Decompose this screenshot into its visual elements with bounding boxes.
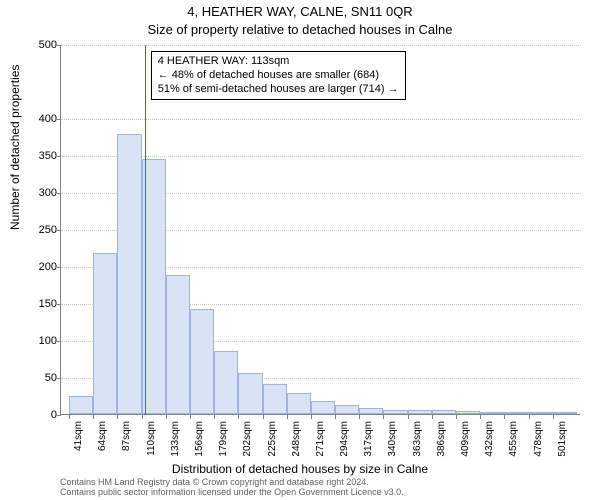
histogram-bar [529, 412, 553, 414]
xtick-mark [263, 415, 264, 419]
histogram-bar [214, 351, 238, 414]
page-title-line1: 4, HEATHER WAY, CALNE, SN11 0QR [0, 4, 600, 19]
gridline [61, 119, 581, 120]
page-title-line2: Size of property relative to detached ho… [0, 22, 600, 37]
annotation-box: 4 HEATHER WAY: 113sqm← 48% of detached h… [151, 51, 406, 100]
histogram-bar [263, 384, 287, 414]
histogram-bar [383, 410, 407, 414]
xtick-mark [529, 415, 530, 419]
ytick-mark [57, 378, 61, 379]
xtick-mark [214, 415, 215, 419]
histogram-bar [238, 373, 262, 414]
xtick-mark [287, 415, 288, 419]
xtick-mark [480, 415, 481, 419]
xtick-mark [504, 415, 505, 419]
ytick-mark [57, 45, 61, 46]
ytick-mark [57, 415, 61, 416]
ytick-label: 0 [23, 409, 57, 421]
chart-container: 4, HEATHER WAY, CALNE, SN11 0QR Size of … [0, 0, 600, 500]
ytick-mark [57, 156, 61, 157]
xtick-mark [142, 415, 143, 419]
histogram-bar [287, 393, 311, 414]
annotation-line3: 51% of semi-detached houses are larger (… [158, 83, 399, 97]
plot-area: 05010015020025030035040050041sqm64sqm87s… [60, 45, 580, 415]
histogram-bar [166, 275, 190, 414]
xtick-mark [383, 415, 384, 419]
ytick-mark [57, 193, 61, 194]
xtick-mark [117, 415, 118, 419]
ytick-label: 150 [23, 298, 57, 310]
ytick-mark [57, 230, 61, 231]
xtick-mark [408, 415, 409, 419]
histogram-bar [359, 408, 383, 414]
histogram-bar [93, 253, 117, 414]
footer-line2: Contains public sector information licen… [60, 488, 404, 498]
xtick-mark [359, 415, 360, 419]
histogram-bar [408, 410, 432, 414]
histogram-bar [456, 411, 480, 414]
histogram-bar [553, 412, 577, 414]
ytick-label: 200 [23, 261, 57, 273]
ytick-label: 250 [23, 224, 57, 236]
histogram-bar [190, 309, 214, 414]
ytick-mark [57, 119, 61, 120]
ytick-label: 50 [23, 372, 57, 384]
xtick-mark [93, 415, 94, 419]
xtick-mark [553, 415, 554, 419]
annotation-line1: 4 HEATHER WAY: 113sqm [158, 55, 399, 69]
footer-attribution: Contains HM Land Registry data © Crown c… [60, 478, 404, 498]
xtick-mark [311, 415, 312, 419]
histogram-bar [335, 405, 359, 414]
histogram-bar [504, 412, 528, 414]
xtick-mark [456, 415, 457, 419]
ytick-label: 300 [23, 187, 57, 199]
gridline [61, 45, 581, 46]
xtick-mark [166, 415, 167, 419]
histogram-bar [432, 410, 456, 414]
y-axis-label: Number of detached properties [8, 65, 22, 230]
histogram-bar [69, 396, 93, 415]
annotation-line2: ← 48% of detached houses are smaller (68… [158, 69, 399, 83]
chart-area: 05010015020025030035040050041sqm64sqm87s… [60, 45, 580, 415]
ytick-label: 100 [23, 335, 57, 347]
xtick-mark [335, 415, 336, 419]
x-axis-label: Distribution of detached houses by size … [0, 462, 600, 476]
xtick-mark [69, 415, 70, 419]
xtick-mark [190, 415, 191, 419]
ytick-label: 350 [23, 150, 57, 162]
ytick-mark [57, 304, 61, 305]
marker-line [145, 45, 146, 415]
ytick-mark [57, 267, 61, 268]
ytick-mark [57, 341, 61, 342]
ytick-label: 400 [23, 113, 57, 125]
xtick-mark [432, 415, 433, 419]
histogram-bar [117, 134, 141, 414]
histogram-bar [311, 401, 335, 414]
histogram-bar [480, 412, 504, 414]
xtick-mark [238, 415, 239, 419]
ytick-label: 500 [23, 39, 57, 51]
